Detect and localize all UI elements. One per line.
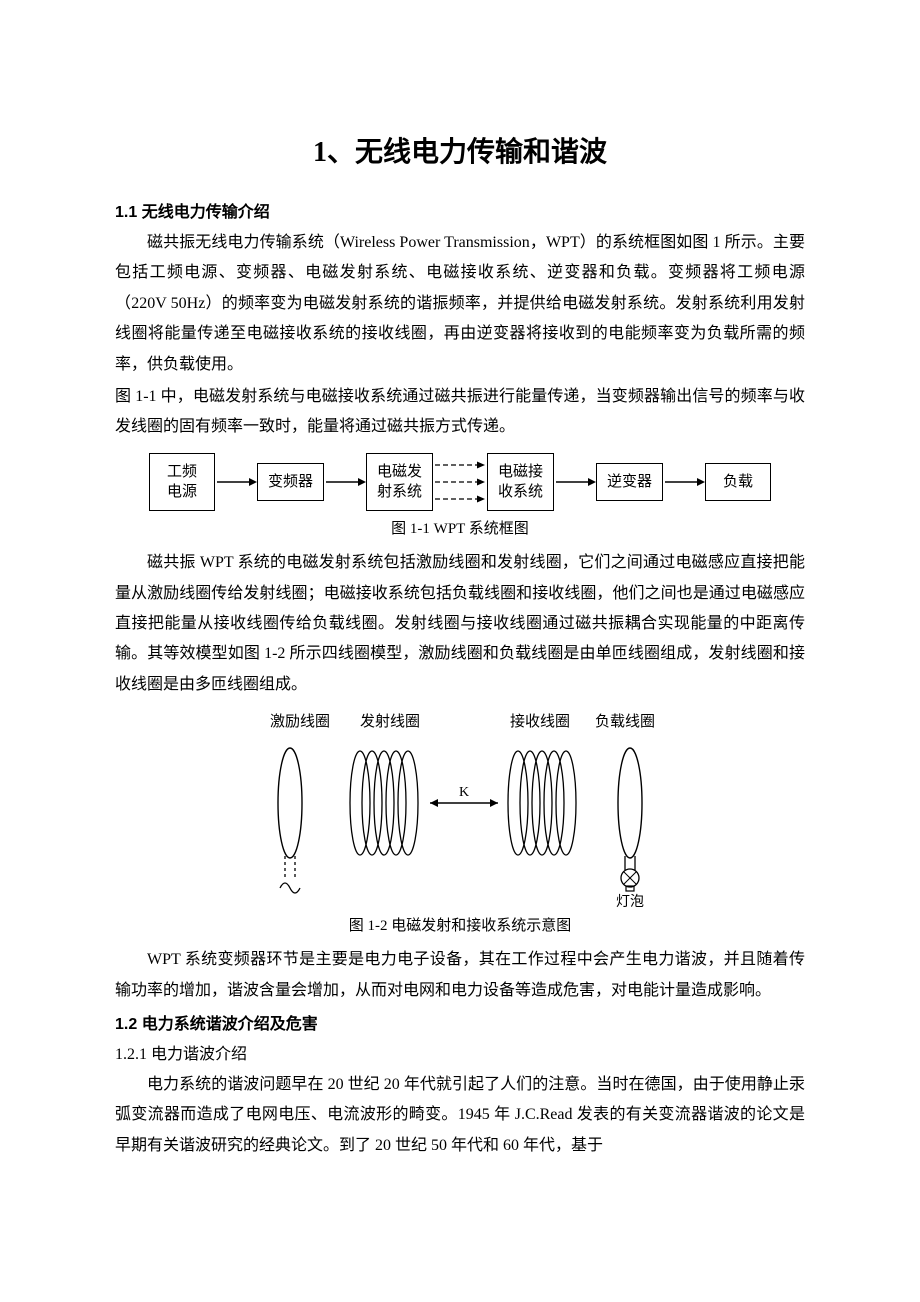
doc-title: 1、无线电力传输和谐波: [115, 130, 805, 170]
para-1-1-4: WPT 系统变频器环节是主要是电力电子设备，其在工作过程中会产生电力谐波，并且随…: [115, 945, 805, 1006]
fig1-arrow-1: [324, 473, 366, 491]
figure-1-1-diagram: 工频电源 变频器 电磁发射系统 电磁接收系统 逆变器 负载: [115, 453, 805, 512]
fig2-label-2: 接收线圈: [510, 713, 570, 730]
para-1-1-2: 图 1-1 中，电磁发射系统与电磁接收系统通过磁共振进行能量传递，当变频器输出信…: [115, 382, 805, 443]
para-1-1-3: 磁共振 WPT 系统的电磁发射系统包括激励线圈和发射线圈，它们之间通过电磁感应直…: [115, 548, 805, 700]
para-1-2-1: 电力系统的谐波问题早在 20 世纪 20 年代就引起了人们的注意。当时在德国，由…: [115, 1070, 805, 1161]
fig1-node-0: 工频电源: [149, 453, 215, 512]
fig1-arrow-2: [433, 458, 487, 506]
fig1-arrow-3: [554, 473, 596, 491]
heading-1-2-1: 1.2.1 电力谐波介绍: [115, 1040, 805, 1064]
fig2-label-0: 激励线圈: [270, 713, 330, 730]
fig2-rx-coil: [508, 751, 576, 855]
fig1-node-1: 变频器: [257, 463, 324, 501]
fig2-label-3: 负载线圈: [595, 713, 655, 730]
fig1-node-2: 电磁发射系统: [366, 453, 433, 512]
fig2-tx-coil: [350, 751, 418, 855]
fig2-label-bulb: 灯泡: [616, 894, 644, 908]
figure-1-2-caption: 图 1-2 电磁发射和接收系统示意图: [115, 914, 805, 935]
fig1-node-5: 负载: [705, 463, 771, 501]
fig1-node-4: 逆变器: [596, 463, 663, 501]
para-1-1-1: 磁共振无线电力传输系统（Wireless Power Transmission，…: [115, 228, 805, 380]
fig1-arrow-0: [215, 473, 257, 491]
heading-1-2: 1.2 电力系统谐波介绍及危害: [115, 1010, 805, 1034]
fig2-label-1: 发射线圈: [360, 713, 420, 730]
fig1-arrow-4: [663, 473, 705, 491]
fig2-label-k: K: [459, 785, 469, 800]
figure-1-2-diagram: 激励线圈 发射线圈 接收线圈 负载线圈 K: [115, 708, 805, 908]
heading-1-1: 1.1 无线电力传输介绍: [115, 198, 805, 222]
figure-1-1-caption: 图 1-1 WPT 系统框图: [115, 517, 805, 538]
fig1-node-3: 电磁接收系统: [487, 453, 554, 512]
